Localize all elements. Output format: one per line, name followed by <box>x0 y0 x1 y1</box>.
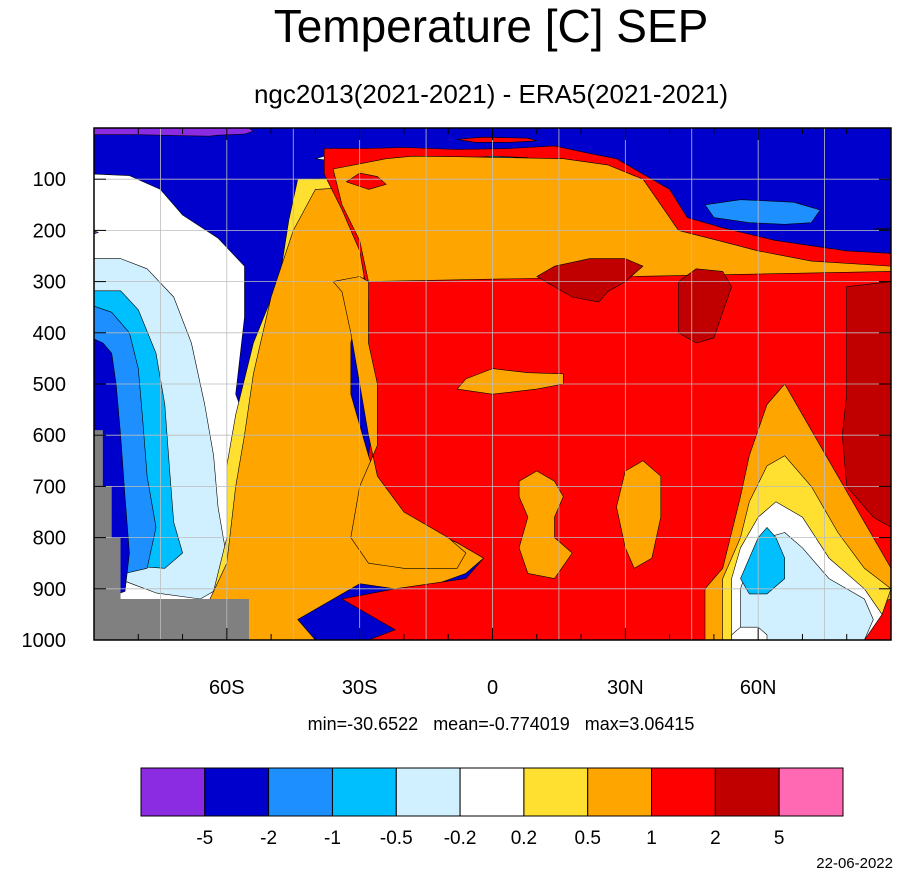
contour-region <box>94 128 254 137</box>
y-tick-label: 100 <box>33 169 66 191</box>
contour-region <box>346 172 387 190</box>
x-tick-label: 60N <box>740 677 777 699</box>
colorbar-swatch <box>459 767 525 817</box>
colorbar-swatch <box>268 767 333 817</box>
y-tick-label: 300 <box>33 272 66 294</box>
colorbar-label: -2 <box>260 828 277 849</box>
missing-data-mask <box>94 430 249 640</box>
x-tick-label: 60S <box>209 677 245 699</box>
colorbar-label: -5 <box>196 828 213 849</box>
colorbar-swatch <box>523 767 589 817</box>
chart-subtitle: ngc2013(2021-2021) - ERA5(2021-2021) <box>254 79 728 109</box>
contour-fields <box>94 128 891 640</box>
contour-region <box>332 155 891 282</box>
y-tick-label: 400 <box>33 323 66 345</box>
colorbar-label: 2 <box>710 828 721 849</box>
colorbar-label: 5 <box>774 828 785 849</box>
y-tick-label: 500 <box>33 374 66 396</box>
grid <box>94 128 891 640</box>
colorbar-label: 0.5 <box>575 828 601 849</box>
y-tick-label: 700 <box>33 476 66 498</box>
colorbar-swatch <box>140 767 206 817</box>
y-tick-label: 200 <box>33 220 66 242</box>
x-tick-label: 0 <box>487 677 498 699</box>
date-stamp: 22-06-2022 <box>816 855 893 872</box>
colorbar: -5 -2 -1 -0.5 -0.2 0.2 0.5 1 2 5 <box>140 767 844 849</box>
x-tick-label: 30N <box>607 677 644 699</box>
colorbar-label: -0.5 <box>380 828 413 849</box>
stats-line: min=-30.6522 mean=-0.774019 max=3.06415 <box>308 714 695 734</box>
colorbar-swatch <box>395 767 461 817</box>
contour-region <box>456 136 538 143</box>
missing-region <box>94 430 249 640</box>
contour-region <box>616 460 662 569</box>
contour-region <box>332 276 467 569</box>
contour-region <box>873 228 891 230</box>
colorbar-swatch <box>778 767 844 817</box>
y-tick-label: 600 <box>33 425 66 447</box>
colorbar-swatch <box>587 767 653 817</box>
colorbar-label: 1 <box>646 828 657 849</box>
colorbar-label: -1 <box>324 828 341 849</box>
contour-region <box>94 230 99 235</box>
x-tick-label: 30S <box>342 677 378 699</box>
colorbar-swatch <box>651 767 716 817</box>
colorbar-swatch <box>331 767 397 817</box>
colorbar-label: -0.2 <box>444 828 477 849</box>
chart-title: Temperature [C] SEP <box>274 0 709 52</box>
x-axis: 60S 30S 0 30N 60N <box>137 128 848 699</box>
y-tick-label: 900 <box>33 579 66 601</box>
y-tick-label: 1000 <box>22 630 67 652</box>
plot-area <box>94 128 891 640</box>
colorbar-label: 0.2 <box>511 828 537 849</box>
y-axis: 100 200 300 400 500 600 700 800 900 1000 <box>22 169 891 652</box>
y-tick-label: 800 <box>33 528 66 550</box>
colorbar-swatch <box>204 767 270 817</box>
colorbar-swatch <box>714 767 780 817</box>
